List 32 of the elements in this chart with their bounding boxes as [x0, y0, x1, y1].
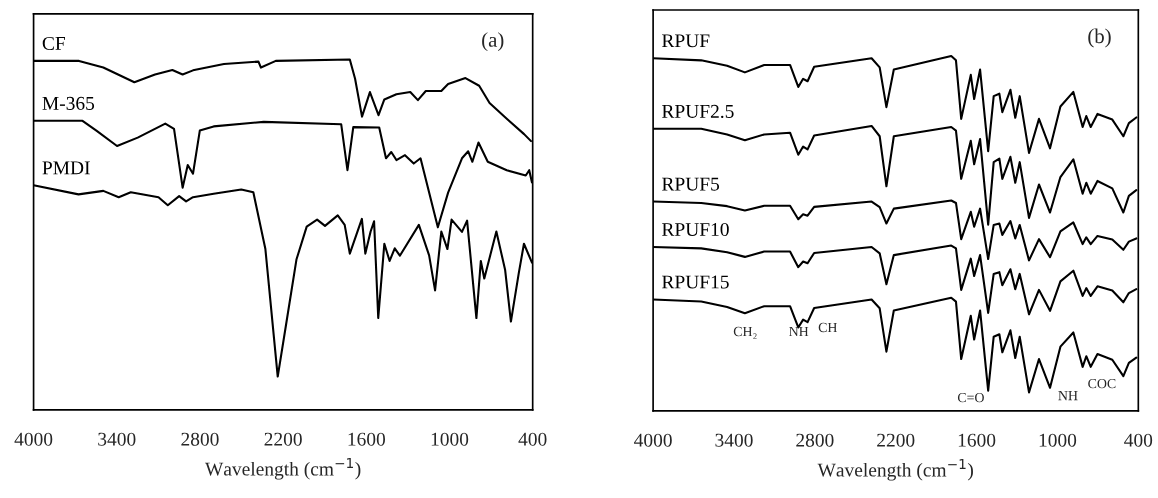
x-tick-label: 400: [518, 432, 547, 446]
x-tick-label: 2200: [877, 433, 915, 447]
x-tick-label: 4000: [14, 432, 53, 446]
x-tick-label: 1000: [431, 432, 469, 446]
annotation: CH₂: [733, 326, 757, 339]
series-label: RPUF5: [662, 177, 720, 191]
x-tick-label: 400: [1124, 433, 1153, 447]
annotation: CH: [818, 322, 838, 333]
x-tick-label: 1000: [1039, 433, 1077, 447]
series-label: RPUF15: [662, 275, 729, 289]
x-tick-label: 4000: [634, 433, 672, 447]
x-axis-title: Wavelength (cm$^{−1}$): [204, 458, 361, 480]
x-tick-label: 3400: [98, 432, 136, 446]
annotation: NH: [1058, 391, 1078, 401]
series-label: RPUF2.5: [662, 104, 734, 118]
x-tick-label: 1600: [958, 433, 996, 447]
series-label: RPUF10: [662, 222, 729, 237]
x-tick-label: 2800: [181, 432, 219, 446]
x-tick-label: 1600: [348, 432, 386, 446]
x-tick-label: 2200: [264, 432, 302, 446]
annotation: C=O: [957, 392, 984, 403]
series-label: PMDI: [42, 161, 90, 175]
series-label: RPUF: [662, 34, 710, 48]
x-tick-label: 2800: [796, 433, 834, 447]
x-tick-label: 3400: [715, 433, 753, 447]
text: (a): [482, 32, 504, 52]
series-label: M-365: [42, 96, 95, 110]
annotation: NH: [789, 326, 809, 337]
series-label: CF: [42, 36, 65, 50]
x-axis-title: Wavelength (cm$^{−1}$): [817, 459, 973, 481]
text: (b): [1088, 28, 1111, 48]
annotation: COC: [1088, 378, 1116, 389]
